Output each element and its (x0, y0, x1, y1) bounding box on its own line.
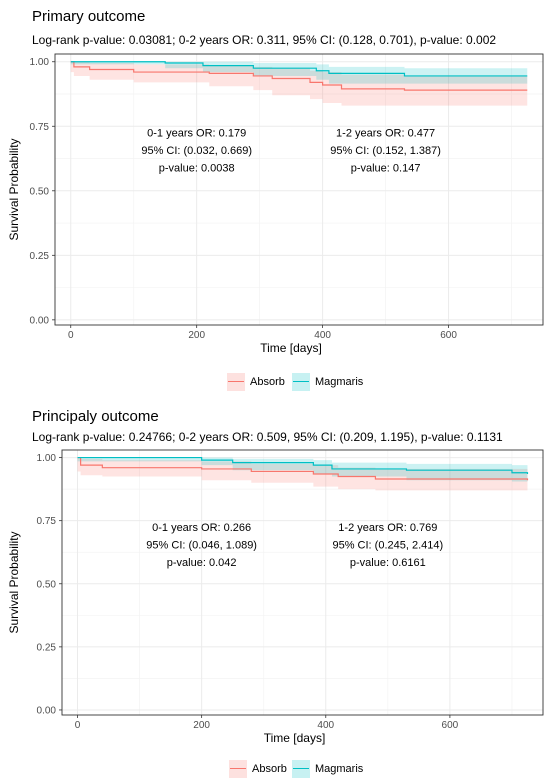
y-tick-label: 0.25 (30, 251, 50, 262)
x-tick-label: 200 (188, 330, 205, 341)
legend-key-magmaris (292, 760, 310, 778)
plot-border (54, 53, 544, 326)
legend-item-absorb: Absorb (229, 759, 287, 779)
y-tick-label: 1.00 (37, 453, 57, 464)
confidence-band-absorb (77, 457, 528, 491)
annotation-line: 95% CI: (0.245, 2.414) (332, 539, 443, 551)
legend-item-absorb: Absorb (227, 372, 285, 392)
x-tick-label: 400 (317, 720, 334, 731)
annotation-line: p-value: 0.042 (167, 557, 237, 569)
or-annotation-1: 0-1 years OR: 0.179 95% CI: (0.032, 0.669… (141, 128, 252, 175)
legend-key-magmaris (292, 373, 310, 391)
x-tick-label: 0 (75, 720, 81, 731)
annotation-line: 0-1 years OR: 0.179 (147, 128, 246, 140)
annotation-line: 1-2 years OR: 0.769 (338, 522, 437, 534)
y-tick-label: 0.75 (37, 516, 57, 527)
y-tick-label: 1.00 (30, 57, 50, 68)
principal-outcome-plot: 0 200 400 600 0.00 0.25 0.50 0.75 1.00 Time [days… (7, 449, 544, 745)
x-tick-label: 600 (440, 330, 457, 341)
confidence-band-magmaris (70, 61, 528, 84)
y-tick-label: 0.00 (37, 705, 57, 716)
chart-legend: Absorb Magmaris (0, 372, 550, 392)
annotation-line: p-value: 0.147 (351, 163, 421, 175)
primary-outcome-panel: Primary outcome Log-rank p-value: 0.0308… (0, 8, 550, 392)
y-tick-label: 0.50 (30, 186, 50, 197)
x-tick-label: 200 (193, 720, 210, 731)
or-annotation-2: 1-2 years OR: 0.477 95% CI: (0.152, 1.387… (330, 128, 441, 175)
y-axis-label: Survival Probability (7, 531, 21, 633)
chart-subtitle: Log-rank p-value: 0.03081; 0-2 years OR:… (32, 33, 497, 47)
legend-label-magmaris: Magmaris (315, 763, 364, 775)
legend-key-absorb (227, 373, 245, 391)
annotation-line: 95% CI: (0.152, 1.387) (330, 145, 441, 157)
y-axis-label: Survival Probability (7, 138, 21, 240)
x-tick-label: 600 (442, 720, 459, 731)
grid-lines (55, 54, 543, 325)
confidence-band-absorb (70, 61, 528, 106)
legend-label-absorb: Absorb (252, 763, 287, 775)
x-axis-label: Time [days] (264, 731, 326, 745)
primary-outcome-plot: 0 200 400 600 0.00 0.25 0.50 0.75 1.00 Time [days… (7, 53, 544, 355)
x-axis-label: Time [days] (260, 341, 322, 355)
principal-outcome-panel: Principaly outcome Log-rank p-value: 0.2… (0, 402, 550, 784)
or-annotation-2: 1-2 years OR: 0.769 95% CI: (0.245, 2.414… (332, 522, 443, 569)
y-tick-label: 0.50 (37, 579, 57, 590)
y-tick-label: 0.25 (37, 642, 57, 653)
chart-title: Principaly outcome (32, 408, 159, 425)
confidence-band-magmaris (77, 457, 528, 482)
survival-curve-absorb (70, 61, 528, 91)
legend-label-absorb: Absorb (250, 376, 285, 388)
y-tick-label: 0.75 (30, 122, 50, 133)
legend-item-magmaris: Magmaris (292, 372, 363, 392)
annotation-line: 1-2 years OR: 0.477 (336, 128, 435, 140)
legend-label-magmaris: Magmaris (315, 376, 364, 388)
annotation-line: p-value: 0.0038 (159, 163, 235, 175)
survival-curve-magmaris (77, 456, 529, 474)
chart-title: Primary outcome (32, 8, 146, 25)
grid-lines (62, 450, 543, 715)
chart-legend: Absorb Magmaris (0, 759, 550, 779)
annotation-line: 95% CI: (0.046, 1.089) (146, 539, 257, 551)
annotation-line: 95% CI: (0.032, 0.669) (141, 145, 252, 157)
x-tick-label: 0 (68, 330, 74, 341)
legend-item-magmaris: Magmaris (292, 759, 363, 779)
annotation-line: 0-1 years OR: 0.266 (152, 522, 251, 534)
x-tick-label: 400 (314, 330, 331, 341)
chart-subtitle: Log-rank p-value: 0.24766; 0-2 years OR:… (32, 430, 503, 444)
survival-curve-magmaris (70, 61, 528, 77)
legend-key-absorb (229, 760, 247, 778)
y-tick-label: 0.00 (30, 315, 50, 326)
annotation-line: p-value: 0.6161 (350, 557, 426, 569)
plot-border (61, 449, 544, 716)
survival-curve-absorb (77, 456, 529, 481)
or-annotation-1: 0-1 years OR: 0.266 95% CI: (0.046, 1.089… (146, 522, 257, 569)
